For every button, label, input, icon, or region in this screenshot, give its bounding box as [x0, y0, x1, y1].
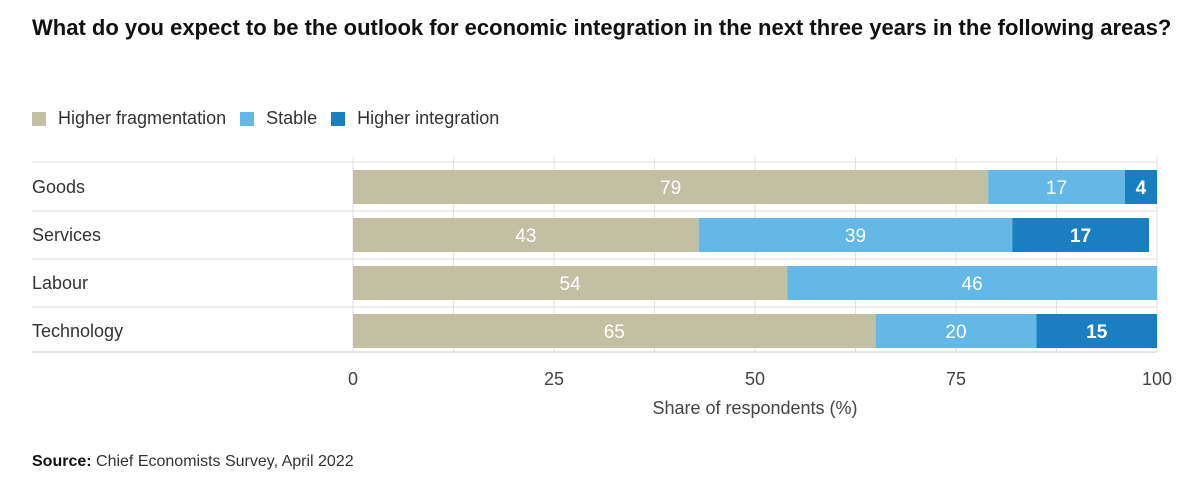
category-label: Technology	[32, 321, 123, 341]
chart-title: What do you expect to be the outlook for…	[32, 15, 1172, 40]
x-tick-label: 0	[348, 369, 358, 389]
bar-segment	[787, 266, 1157, 300]
x-tick-label: 25	[544, 369, 564, 389]
bar-segment	[353, 314, 876, 348]
data-label: 54	[560, 274, 582, 295]
legend-label-stable: Stable	[266, 108, 318, 128]
data-label: 17	[1070, 226, 1091, 247]
bar-segment	[1012, 218, 1149, 252]
data-label: 20	[945, 322, 966, 343]
bar-segment	[698, 218, 1013, 252]
legend-item-higher-integration: Higher integration	[331, 108, 499, 129]
x-axis-title: Share of respondents (%)	[652, 398, 857, 418]
legend-swatch-stable	[240, 111, 255, 126]
source-note: Source: Chief Economists Survey, April 2…	[32, 453, 354, 471]
category-label: Goods	[32, 177, 85, 197]
source-label: Source:	[32, 453, 92, 470]
data-label: 39	[845, 226, 866, 247]
x-tick-label: 75	[946, 369, 966, 389]
data-label: 65	[604, 322, 625, 343]
data-label: 4	[1136, 178, 1147, 199]
legend: Higher fragmentation Stable Higher integ…	[32, 108, 513, 129]
bar-segment	[353, 266, 788, 300]
category-label: Services	[32, 225, 101, 245]
bar-segment	[1036, 314, 1157, 348]
legend-label-higher-integration: Higher integration	[357, 108, 500, 128]
legend-item-stable: Stable	[240, 108, 317, 129]
legend-swatch-higher-fragmentation	[32, 111, 46, 126]
bar-segment	[353, 170, 989, 204]
data-label: 17	[1046, 178, 1067, 199]
data-label: 46	[962, 274, 983, 295]
bar-segment	[875, 314, 1037, 348]
bar-segment	[1124, 170, 1157, 204]
source-text: Chief Economists Survey, April 2022	[91, 453, 354, 470]
x-tick-label: 100	[1142, 369, 1172, 389]
bar-segment	[988, 170, 1125, 204]
legend-swatch-higher-integration	[331, 111, 346, 126]
legend-label-higher-fragmentation: Higher fragmentation	[58, 108, 227, 128]
legend-item-higher-fragmentation: Higher fragmentation	[32, 108, 226, 129]
data-label: 79	[660, 178, 681, 199]
data-label: 43	[515, 226, 536, 247]
data-label: 15	[1086, 322, 1108, 343]
category-label: Labour	[32, 273, 88, 293]
x-tick-label: 50	[745, 369, 765, 389]
bar-segment	[353, 218, 699, 252]
